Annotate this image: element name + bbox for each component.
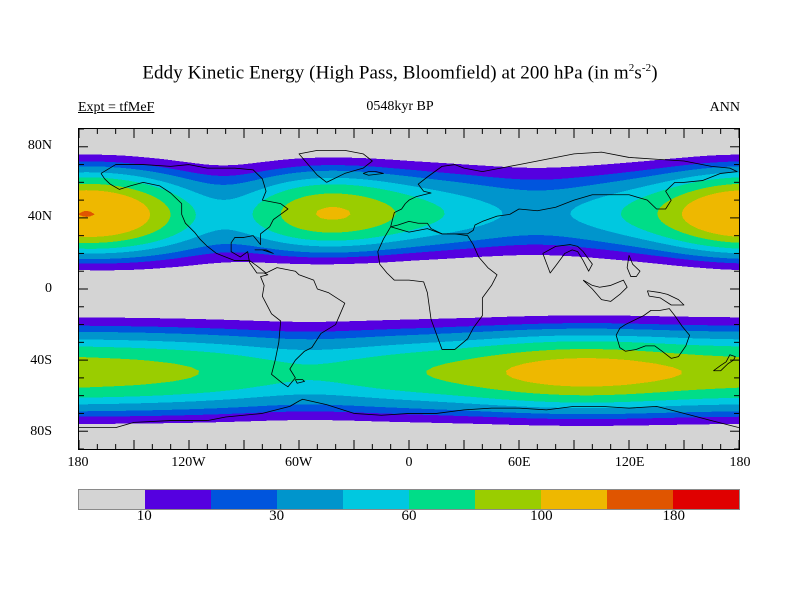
- x-tick-label-60E: 60E: [508, 455, 531, 470]
- coastline-segment: [626, 255, 641, 277]
- coastline-segment: [254, 249, 274, 254]
- map-plot-area: [78, 128, 740, 450]
- y-tick-label-40N: 40N: [27, 209, 52, 225]
- colorbar-swatch-140-180[interactable]: [607, 490, 673, 509]
- colorbar-label-30: 30: [269, 508, 285, 524]
- colorbar-swatch-80-100[interactable]: [475, 490, 541, 509]
- coastline-segment: [100, 164, 346, 388]
- season-label: ANN: [709, 100, 740, 115]
- x-tick-label-0: 0: [405, 455, 413, 470]
- period-label: 0548kyr BP: [366, 99, 434, 114]
- band-30-45: [79, 166, 739, 415]
- contour-bands: [79, 129, 739, 449]
- chart-title-exponent-2: -2: [641, 62, 652, 74]
- coastline-segment: [298, 149, 373, 183]
- chart-title: Eddy Kinetic Energy (High Pass, Bloomfie…: [0, 62, 800, 84]
- colorbar-swatch-30-45[interactable]: [277, 490, 343, 509]
- y-tick-label-80S: 80S: [30, 424, 52, 440]
- y-tick-label-80N: 80N: [27, 137, 52, 153]
- band-80-100: [79, 183, 739, 396]
- colorbar-swatch-45-60[interactable]: [343, 490, 409, 509]
- axis-ticks: [79, 129, 739, 449]
- x-tick-label-120E: 120E: [614, 455, 645, 470]
- colorbar-swatch-10-20[interactable]: [145, 490, 211, 509]
- x-tick-label-60W: 60W: [285, 455, 313, 470]
- coastline-segment: [582, 279, 628, 302]
- colorbar[interactable]: [78, 489, 740, 510]
- y-tick-label-40S: 40S: [30, 352, 52, 368]
- contour-map: [79, 129, 739, 449]
- x-tick-label-180: 180: [729, 455, 751, 470]
- chart-title-text: Eddy Kinetic Energy (High Pass, Bloomfie…: [142, 62, 629, 84]
- coastline-segment: [294, 379, 305, 384]
- y-tick-label-0: 0: [45, 281, 52, 296]
- coastline-segment: [377, 226, 498, 350]
- coastline-segment: [615, 308, 690, 359]
- band-100-140: [79, 190, 739, 387]
- chart-title-tail: ): [651, 62, 658, 84]
- chart-title-mid: s: [634, 62, 642, 84]
- colorbar-swatch-100-140[interactable]: [541, 490, 607, 509]
- coastlines: [79, 149, 739, 429]
- coastline-segment: [646, 290, 685, 306]
- chart-title-exponent-1: 2: [628, 62, 635, 74]
- colorbar-swatch-above-180[interactable]: [673, 490, 739, 509]
- coastline-segment: [542, 244, 593, 274]
- colorbar-label-60: 60: [401, 508, 417, 524]
- colorbar-label-10: 10: [136, 508, 152, 524]
- coastline-segment: [79, 398, 739, 429]
- band-60-80: [79, 177, 739, 403]
- colorbar-label-100: 100: [530, 508, 553, 524]
- coastline-segment: [363, 171, 384, 176]
- colorbar-swatch-20-30[interactable]: [211, 490, 277, 509]
- experiment-label: Expt = tfMeF: [78, 100, 155, 115]
- colorbar-swatch-60-80[interactable]: [409, 490, 475, 509]
- x-tick-label-120W: 120W: [171, 455, 206, 470]
- band-45-60: [79, 172, 739, 409]
- colorbar-label-180: 180: [662, 508, 686, 524]
- colorbar-swatch-below-10[interactable]: [79, 490, 145, 509]
- coastline-segment: [390, 151, 738, 235]
- coastline-segment: [713, 354, 736, 372]
- x-tick-label-180: 180: [67, 455, 89, 470]
